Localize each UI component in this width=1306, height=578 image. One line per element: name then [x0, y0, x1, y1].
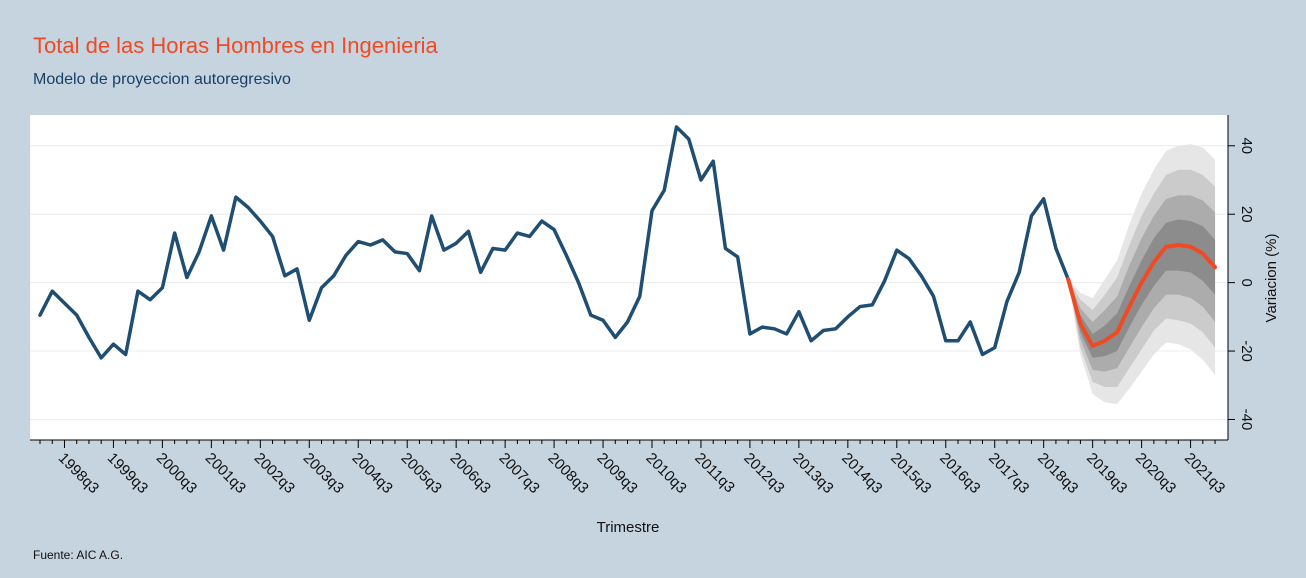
source-note: Fuente: AIC A.G. [33, 548, 123, 562]
y-tick-label: 20 [1238, 206, 1255, 223]
y-tick-label: -40 [1238, 409, 1255, 431]
x-axis-label: Trimestre [597, 519, 660, 536]
chart-subtitle: Modelo de proyeccion autoregresivo [33, 71, 291, 88]
y-tick-label: 40 [1238, 137, 1255, 154]
y-tick-label: 0 [1238, 278, 1255, 286]
y-axis-label: Variacion (%) [1263, 234, 1280, 323]
y-tick-label: -20 [1238, 340, 1255, 362]
forecast-line [1066, 243, 1218, 348]
chart-title: Total de las Horas Hombres en Ingenieria [33, 33, 439, 58]
plot-area [30, 115, 1228, 440]
fan-band [1068, 219, 1216, 358]
history-line [38, 125, 1070, 360]
